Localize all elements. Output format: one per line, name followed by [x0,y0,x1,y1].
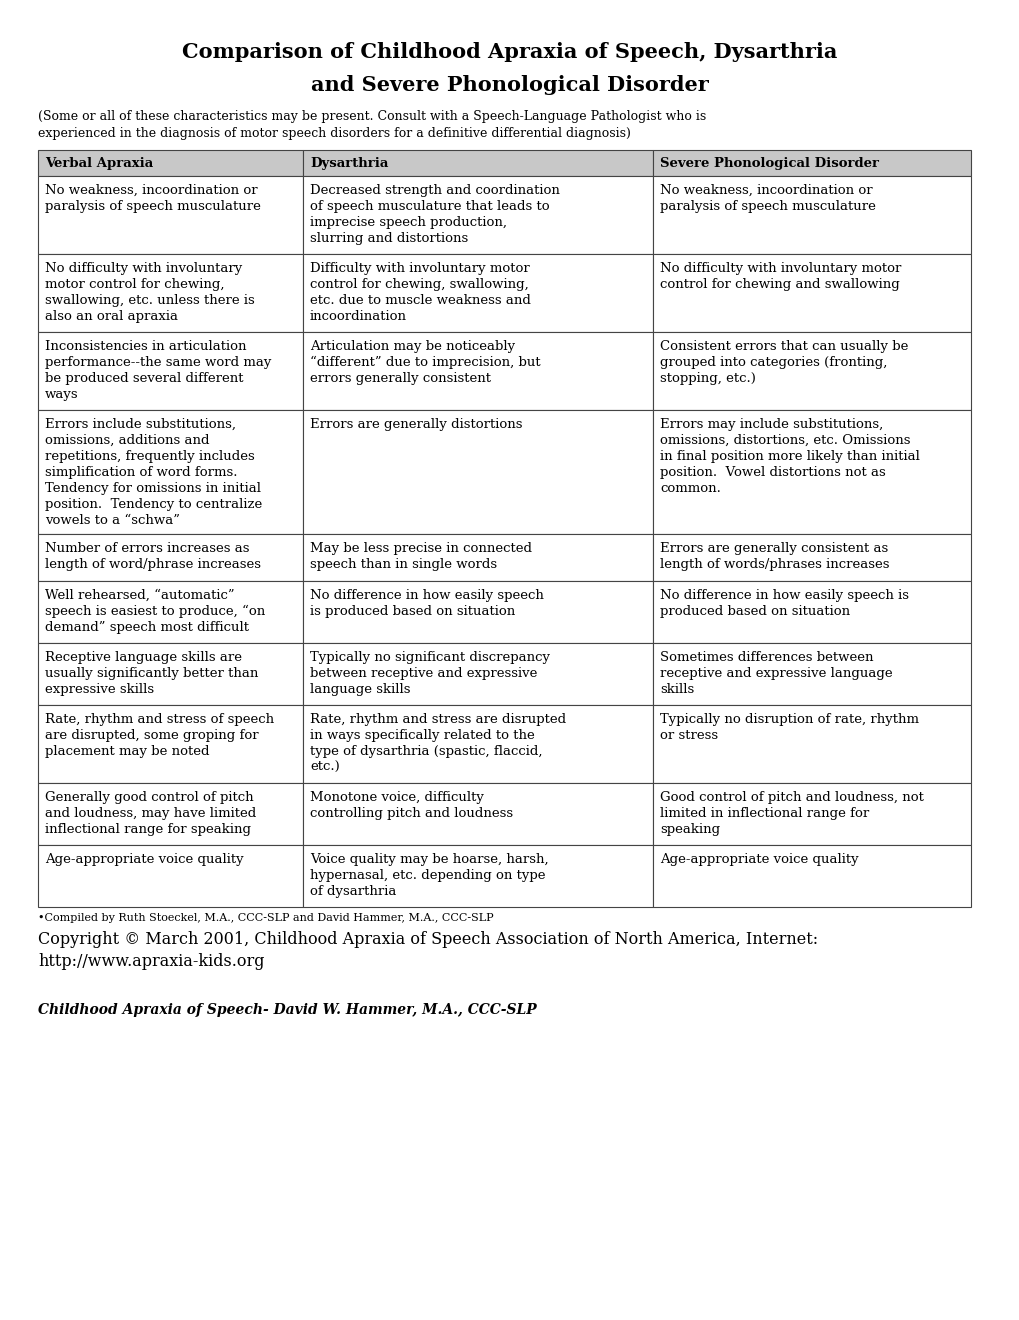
Text: Verbal Apraxia: Verbal Apraxia [45,157,153,169]
Text: Generally good control of pitch
and loudness, may have limited
inflectional rang: Generally good control of pitch and loud… [45,791,256,836]
Text: Monotone voice, difficulty
controlling pitch and loudness: Monotone voice, difficulty controlling p… [310,791,513,820]
Text: Consistent errors that can usually be
grouped into categories (fronting,
stoppin: Consistent errors that can usually be gr… [659,341,908,385]
Text: No difficulty with involuntary
motor control for chewing,
swallowing, etc. unles: No difficulty with involuntary motor con… [45,261,255,323]
Bar [652,783,970,845]
Text: (Some or all of these characteristics may be present. Consult with a Speech-Lang: (Some or all of these characteristics ma… [38,110,705,123]
Text: Errors include substitutions,
omissions, additions and
repetitions, frequently i: Errors include substitutions, omissions,… [45,418,262,527]
Bar [38,535,303,581]
Bar [303,705,652,783]
Text: No weakness, incoordination or
paralysis of speech musculature: No weakness, incoordination or paralysis… [659,183,875,213]
Bar [38,845,303,907]
Text: •Compiled by Ruth Stoeckel, M.A., CCC-SLP and David Hammer, M.A., CCC-SLP: •Compiled by Ruth Stoeckel, M.A., CCC-SL… [38,913,493,923]
Bar [38,411,303,535]
Text: Comparison of Childhood Apraxia of Speech, Dysarthria: Comparison of Childhood Apraxia of Speec… [182,42,837,62]
Bar [38,643,303,705]
Text: Dysarthria: Dysarthria [310,157,388,169]
Bar [303,581,652,643]
Bar [38,581,303,643]
Text: Good control of pitch and loudness, not
limited in inflectional range for
speaki: Good control of pitch and loudness, not … [659,791,923,836]
Bar [652,643,970,705]
Text: No weakness, incoordination or
paralysis of speech musculature: No weakness, incoordination or paralysis… [45,183,261,213]
Bar [652,253,970,333]
Text: http://www.apraxia-kids.org: http://www.apraxia-kids.org [38,953,264,970]
Text: May be less precise in connected
speech than in single words: May be less precise in connected speech … [310,543,532,572]
Text: No difference in how easily speech is
produced based on situation: No difference in how easily speech is pr… [659,589,908,618]
Bar [38,253,303,333]
Text: Receptive language skills are
usually significantly better than
expressive skill: Receptive language skills are usually si… [45,651,258,696]
Text: No difficulty with involuntary motor
control for chewing and swallowing: No difficulty with involuntary motor con… [659,261,901,290]
Bar [652,411,970,535]
Bar [652,581,970,643]
Bar [38,333,303,411]
Text: Typically no significant discrepancy
between receptive and expressive
language s: Typically no significant discrepancy bet… [310,651,549,696]
Bar [652,333,970,411]
Text: experienced in the diagnosis of motor speech disorders for a definitive differen: experienced in the diagnosis of motor sp… [38,127,631,140]
Bar [38,176,303,253]
Bar [303,783,652,845]
Bar [38,150,303,176]
Text: and Severe Phonological Disorder: and Severe Phonological Disorder [311,75,708,95]
Text: No difference in how easily speech
is produced based on situation: No difference in how easily speech is pr… [310,589,543,618]
Text: Number of errors increases as
length of word/phrase increases: Number of errors increases as length of … [45,543,261,572]
Text: Errors are generally consistent as
length of words/phrases increases: Errors are generally consistent as lengt… [659,543,889,572]
Bar [303,535,652,581]
Text: Age-appropriate voice quality: Age-appropriate voice quality [45,853,244,866]
Text: Copyright © March 2001, Childhood Apraxia of Speech Association of North America: Copyright © March 2001, Childhood Apraxi… [38,931,817,948]
Text: Childhood Apraxia of Speech- David W. Hammer, M.A., CCC-SLP: Childhood Apraxia of Speech- David W. Ha… [38,1003,536,1016]
Text: Severe Phonological Disorder: Severe Phonological Disorder [659,157,878,169]
Text: Errors may include substitutions,
omissions, distortions, etc. Omissions
in fina: Errors may include substitutions, omissi… [659,418,919,495]
Text: Voice quality may be hoarse, harsh,
hypernasal, etc. depending on type
of dysart: Voice quality may be hoarse, harsh, hype… [310,853,548,898]
Bar [38,705,303,783]
Text: Errors are generally distortions: Errors are generally distortions [310,418,522,432]
Bar [303,176,652,253]
Bar [652,150,970,176]
Text: Sometimes differences between
receptive and expressive language
skills: Sometimes differences between receptive … [659,651,892,696]
Bar [303,333,652,411]
Bar [303,150,652,176]
Text: Decreased strength and coordination
of speech musculature that leads to
imprecis: Decreased strength and coordination of s… [310,183,559,246]
Bar [303,643,652,705]
Text: Rate, rhythm and stress are disrupted
in ways specifically related to the
type o: Rate, rhythm and stress are disrupted in… [310,713,566,774]
Text: Rate, rhythm and stress of speech
are disrupted, some groping for
placement may : Rate, rhythm and stress of speech are di… [45,713,274,758]
Bar [303,845,652,907]
Bar [38,783,303,845]
Text: Inconsistencies in articulation
performance--the same word may
be produced sever: Inconsistencies in articulation performa… [45,341,271,401]
Text: Age-appropriate voice quality: Age-appropriate voice quality [659,853,858,866]
Bar [303,253,652,333]
Bar [652,176,970,253]
Bar [652,845,970,907]
Text: Typically no disruption of rate, rhythm
or stress: Typically no disruption of rate, rhythm … [659,713,918,742]
Bar [652,705,970,783]
Text: Difficulty with involuntary motor
control for chewing, swallowing,
etc. due to m: Difficulty with involuntary motor contro… [310,261,530,323]
Bar [652,535,970,581]
Bar [303,411,652,535]
Text: Well rehearsed, “automatic”
speech is easiest to produce, “on
demand” speech mos: Well rehearsed, “automatic” speech is ea… [45,589,265,635]
Text: Articulation may be noticeably
“different” due to imprecision, but
errors genera: Articulation may be noticeably “differen… [310,341,540,385]
